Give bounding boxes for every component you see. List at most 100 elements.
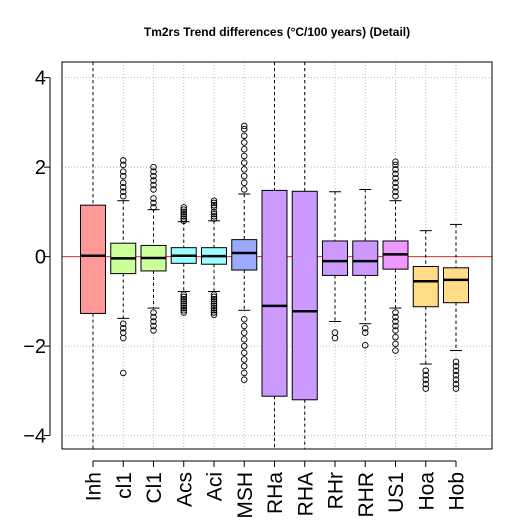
- outlier-point: [119, 157, 127, 164]
- outlier-point: [392, 322, 399, 330]
- box-iqr: [443, 267, 469, 304]
- outlier-point: [180, 302, 187, 310]
- outlier-point: [119, 188, 127, 195]
- outlier-point: [240, 172, 248, 180]
- outlier-point: [119, 329, 127, 336]
- outlier-point: [180, 295, 187, 303]
- outlier-point: [392, 166, 399, 173]
- outlier-point: [150, 204, 157, 211]
- outlier-point: [180, 293, 187, 301]
- outlier-point: [240, 132, 248, 140]
- outlier-point: [210, 304, 218, 312]
- x-tick-label: Aci: [204, 472, 227, 501]
- outlier-point: [150, 186, 157, 193]
- outlier-point: [240, 152, 248, 160]
- outlier-point: [119, 168, 127, 175]
- outlier-point: [150, 199, 157, 207]
- box-Hob: [443, 223, 469, 392]
- outlier-point: [119, 320, 127, 327]
- outlier-point: [422, 367, 430, 374]
- x-tick-label: Cl1: [143, 472, 166, 504]
- outlier-point: [180, 217, 187, 225]
- box-Cl1: [140, 163, 167, 334]
- outlier-point: [210, 215, 218, 222]
- outlier-point: [180, 215, 187, 222]
- outlier-point: [180, 300, 187, 307]
- box-iqr: [261, 189, 288, 397]
- x-tick-label: RHR: [355, 472, 378, 518]
- box-cl1: [110, 157, 137, 377]
- outlier-point: [362, 329, 369, 336]
- outlier-point: [150, 172, 157, 180]
- outlier-point: [240, 322, 248, 330]
- outlier-point: [392, 175, 399, 182]
- box-Hoa: [412, 230, 439, 392]
- y-tick-label: 0: [35, 247, 46, 269]
- outlier-point: [392, 188, 399, 195]
- outlier-point: [210, 311, 218, 319]
- outlier-point: [119, 184, 127, 191]
- outlier-point: [240, 186, 248, 193]
- outlier-point: [452, 362, 460, 370]
- outlier-point: [150, 313, 157, 321]
- outlier-point: [119, 192, 127, 200]
- outlier-point: [150, 318, 157, 325]
- outlier-point: [240, 376, 248, 383]
- outlier-point: [240, 316, 248, 323]
- box-iqr: [80, 204, 106, 314]
- outlier-point: [150, 195, 157, 202]
- outlier-point: [240, 329, 248, 336]
- x-tick-label: Acs: [173, 472, 196, 507]
- y-tick-label: 2: [35, 157, 46, 179]
- outlier-point: [452, 367, 460, 374]
- x-tick-label: cl1: [113, 472, 136, 499]
- outlier-point: [392, 340, 399, 348]
- y-axis: −4 −2 0 2 4: [23, 68, 51, 448]
- outlier-point: [392, 184, 399, 191]
- boxes-layer: [80, 62, 469, 449]
- outlier-point: [210, 307, 218, 314]
- outlier-point: [240, 166, 248, 173]
- chart-title: Tm2rs Trend differences (°C/100 years) (…: [144, 25, 410, 39]
- outlier-point: [119, 179, 127, 187]
- outlier-point: [452, 358, 460, 366]
- outlier-point: [422, 385, 430, 392]
- y-tick-label: −4: [23, 426, 46, 448]
- outlier-point: [392, 179, 399, 187]
- outlier-point: [362, 341, 369, 349]
- box-iqr: [412, 265, 439, 308]
- outlier-point: [210, 309, 218, 316]
- outlier-point: [210, 197, 218, 204]
- box-US1: [382, 158, 409, 354]
- outlier-point: [240, 122, 248, 130]
- x-tick-label: RHa: [264, 472, 287, 514]
- outlier-point: [150, 309, 157, 316]
- outlier-point: [240, 159, 248, 166]
- outlier-point: [210, 298, 218, 305]
- x-tick-label: RHr: [325, 472, 348, 509]
- outlier-point: [210, 295, 218, 303]
- box-iqr: [322, 240, 348, 276]
- outlier-point: [422, 380, 430, 388]
- outlier-point: [452, 385, 460, 392]
- outlier-point: [392, 158, 399, 166]
- outlier-point: [240, 139, 248, 146]
- outlier-point: [180, 213, 187, 220]
- box-Acs: [170, 204, 197, 316]
- outlier-point: [210, 199, 218, 207]
- outlier-point: [150, 163, 157, 171]
- outlier-point: [210, 213, 218, 220]
- outlier-point: [210, 208, 218, 216]
- box-MSH: [231, 122, 258, 383]
- outlier-point: [422, 371, 430, 379]
- outlier-point: [180, 304, 187, 312]
- outlier-point: [119, 172, 127, 180]
- box-iqr: [352, 240, 379, 276]
- outlier-point: [240, 342, 248, 350]
- outlier-point: [210, 291, 218, 298]
- outlier-point: [240, 336, 248, 343]
- outlier-point: [392, 333, 399, 341]
- outlier-point: [150, 177, 157, 184]
- outlier-point: [422, 376, 430, 383]
